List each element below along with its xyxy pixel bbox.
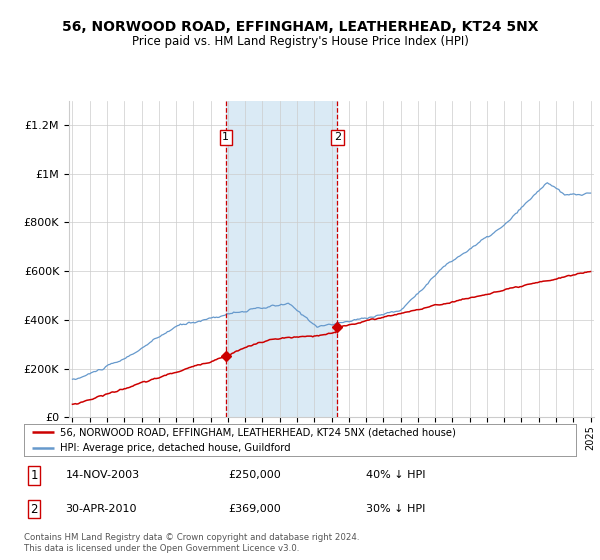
Text: 2: 2 [30, 503, 38, 516]
Text: £369,000: £369,000 [228, 504, 281, 514]
Text: 30% ↓ HPI: 30% ↓ HPI [366, 504, 425, 514]
Text: 2: 2 [334, 132, 341, 142]
Bar [226, 101, 337, 417]
Text: Contains HM Land Registry data © Crown copyright and database right 2024.
This d: Contains HM Land Registry data © Crown c… [24, 533, 359, 553]
Text: Price paid vs. HM Land Registry's House Price Index (HPI): Price paid vs. HM Land Registry's House … [131, 35, 469, 48]
Text: £250,000: £250,000 [228, 470, 281, 480]
Text: 40% ↓ HPI: 40% ↓ HPI [366, 470, 426, 480]
Text: 30-APR-2010: 30-APR-2010 [65, 504, 137, 514]
Text: 1: 1 [30, 469, 38, 482]
Text: 14-NOV-2003: 14-NOV-2003 [65, 470, 140, 480]
Text: 56, NORWOOD ROAD, EFFINGHAM, LEATHERHEAD, KT24 5NX: 56, NORWOOD ROAD, EFFINGHAM, LEATHERHEAD… [62, 20, 538, 34]
Text: 56, NORWOOD ROAD, EFFINGHAM, LEATHERHEAD, KT24 5NX (detached house): 56, NORWOOD ROAD, EFFINGHAM, LEATHERHEAD… [60, 427, 456, 437]
Text: HPI: Average price, detached house, Guildford: HPI: Average price, detached house, Guil… [60, 444, 290, 453]
Text: 1: 1 [223, 132, 229, 142]
